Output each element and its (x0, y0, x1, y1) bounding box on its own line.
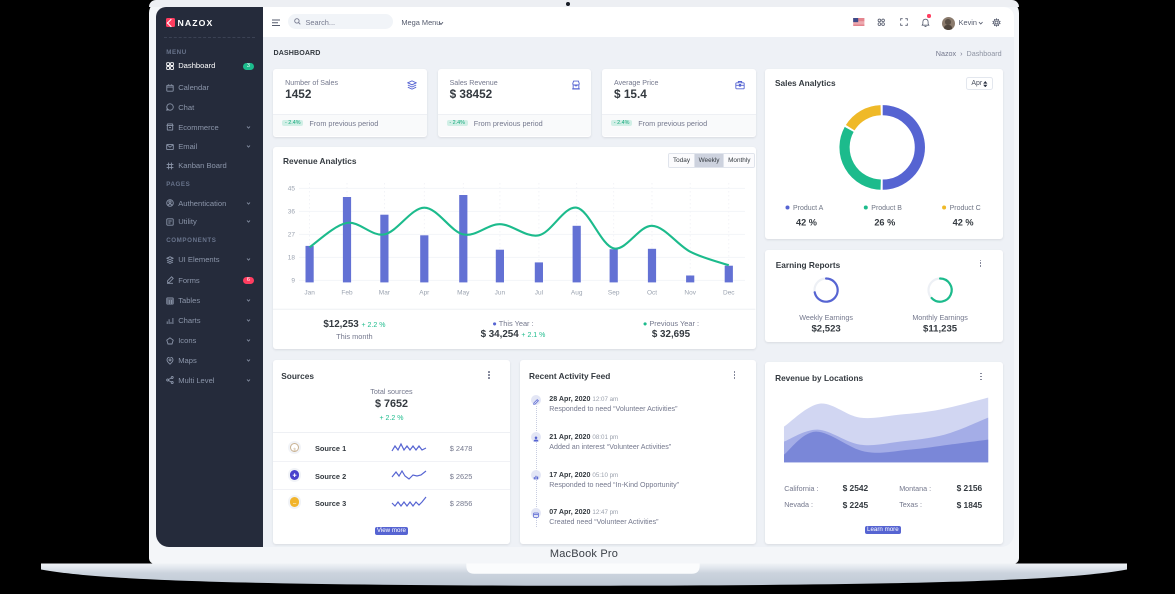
svg-text:May: May (458, 290, 471, 297)
svg-text:9: 9 (292, 278, 296, 285)
svg-text:Apr: Apr (420, 290, 431, 297)
svg-text:Dec: Dec (723, 290, 735, 297)
svg-text:18: 18 (288, 255, 296, 262)
svg-text:Product B: Product B (871, 204, 902, 211)
svg-text:Nov: Nov (685, 290, 697, 297)
svg-text:42 %: 42 % (953, 217, 974, 227)
svg-text:$2,523: $2,523 (812, 323, 841, 334)
svg-text:26 %: 26 % (875, 217, 896, 227)
svg-text:Feb: Feb (342, 290, 354, 297)
svg-text:Monthly Earnings: Monthly Earnings (913, 312, 969, 321)
svg-text:Mar: Mar (379, 290, 391, 297)
svg-text:45: 45 (288, 186, 296, 193)
svg-text:Product C: Product C (950, 204, 981, 211)
svg-text:42 %: 42 % (796, 217, 817, 227)
svg-text:Weekly Earnings: Weekly Earnings (799, 312, 853, 321)
svg-text:36: 36 (288, 209, 296, 216)
svg-text:Aug: Aug (571, 290, 583, 297)
svg-text:27: 27 (288, 232, 296, 239)
svg-text:Product A: Product A (793, 204, 824, 211)
svg-text:Sep: Sep (608, 290, 620, 297)
svg-text:Jul: Jul (535, 290, 543, 297)
svg-text:Oct: Oct (647, 290, 657, 297)
svg-text:Jan: Jan (305, 290, 316, 297)
svg-text:$11,235: $11,235 (923, 323, 958, 334)
svg-text:Jun: Jun (495, 290, 506, 297)
